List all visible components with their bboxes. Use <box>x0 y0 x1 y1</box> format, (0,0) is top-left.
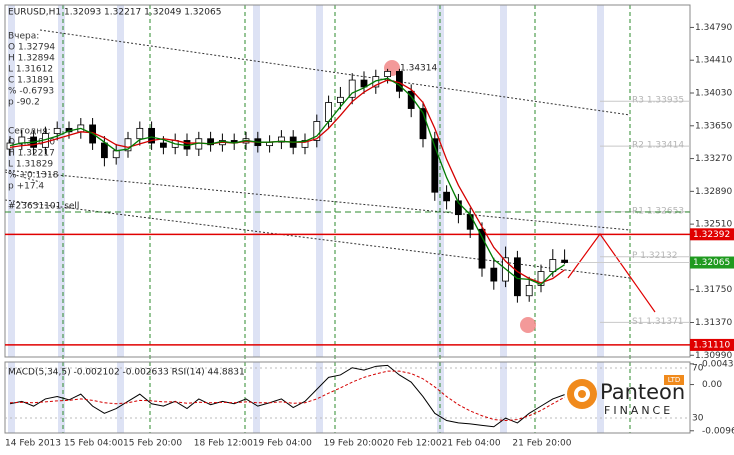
candle-body <box>466 214 474 230</box>
x-tick-label: 19 Feb 04:00 <box>253 439 312 449</box>
x-tick-label: 19 Feb 20:00 <box>324 439 383 449</box>
chart-title: EURUSD,H1 1.32093 1.32217 1.32049 1.3206… <box>8 8 221 18</box>
x-tick-label: 18 Feb 12:00 <box>194 439 253 449</box>
pivot-label: R3 1.33935 <box>632 96 684 106</box>
level-label: 1.32392 <box>693 230 730 240</box>
logo: Panteon FINANCE LTD <box>567 375 685 417</box>
info-today: p +17.4 <box>8 182 44 192</box>
candle-body <box>525 284 533 297</box>
current-price-box <box>690 256 734 269</box>
pivot-label: R1 1.32653 <box>632 206 684 216</box>
day-separators <box>62 5 631 433</box>
candle-body <box>478 228 486 269</box>
pivot-label: R2 1.33414 <box>632 141 684 151</box>
candle-body <box>313 121 321 141</box>
moving-average <box>9 77 565 286</box>
current-price-label: 1.32065 <box>693 258 730 268</box>
candle-body <box>431 138 439 193</box>
info-today: H 1.32217 <box>8 149 55 159</box>
indicator-tick-label: 0.004318 <box>702 359 734 369</box>
level-label: 1.31110 <box>693 340 730 350</box>
candle-body <box>53 127 61 134</box>
x-tick-label: 21 Feb 20:00 <box>512 439 571 449</box>
info-yesterday: Вчера: <box>8 32 39 42</box>
candle-body <box>124 138 132 152</box>
level-box <box>690 338 734 351</box>
candle-body <box>384 71 392 78</box>
candle-body <box>372 76 380 88</box>
indicator-tick-label: 0.00 <box>702 380 722 390</box>
main-panel-frame <box>4 4 691 358</box>
x-tick-label: 14 Feb 2013 <box>5 439 61 449</box>
low-marker <box>520 317 536 333</box>
indicator-panel-frame <box>4 361 691 434</box>
info-yesterday: C 1.31891 <box>8 76 54 86</box>
info-today: L 1.31829 <box>8 160 53 170</box>
logo-name: Panteon <box>600 380 685 404</box>
y-tick-label: 1.30990 <box>695 351 732 361</box>
y-tick-label: 1.31750 <box>695 285 732 295</box>
candle-body <box>6 142 14 150</box>
candle-body <box>490 267 498 282</box>
pivot-label: P 1.32132 <box>632 251 678 261</box>
trend-lines <box>4 29 631 279</box>
info-yesterday: % -0.6793 <box>8 87 54 97</box>
candle-body <box>549 259 557 272</box>
x-tick-label: 15 Feb 20:00 <box>123 439 182 449</box>
info-yesterday: O 1.32794 <box>8 43 55 53</box>
logo-sub: FINANCE <box>604 404 673 417</box>
candle-body <box>136 127 144 140</box>
candle-body <box>207 138 215 146</box>
info-yesterday: L 1.31612 <box>8 65 53 75</box>
indicator-line <box>9 370 565 422</box>
y-tick-label: 1.34030 <box>695 89 732 99</box>
logo-badge: LTD <box>668 376 681 384</box>
candle-body <box>561 259 568 263</box>
candle-body <box>336 96 344 103</box>
x-tick-label: 20 Feb 12:00 <box>383 439 442 449</box>
order-label: #23631101 sell <box>8 202 79 212</box>
candle-body <box>348 79 356 98</box>
x-tick-label: 21 Feb 04:00 <box>442 439 501 449</box>
candle-body <box>112 150 120 159</box>
candle-body <box>159 142 167 148</box>
candle-body <box>537 271 545 286</box>
y-tick-label: 1.34790 <box>695 23 732 33</box>
indicator-line <box>9 364 565 428</box>
info-today: % +0.1318 <box>8 171 59 181</box>
info-yesterday: H 1.32894 <box>8 54 55 64</box>
rsi-tick-label: 70 <box>692 364 704 374</box>
info-yesterday: p -90.2 <box>8 98 40 108</box>
candle-body <box>277 136 285 143</box>
candle-body <box>454 200 462 216</box>
indicator-title: MACD(5,34,5) -0.002102 -0.002633 RSI(14)… <box>8 368 245 378</box>
y-tick-label: 1.32890 <box>695 187 732 197</box>
candle-body <box>395 71 403 92</box>
peak-label: 1.34314 <box>400 64 437 74</box>
candle-body <box>360 79 368 88</box>
pivot-label: S1 1.31371 <box>632 317 684 327</box>
candle-body <box>419 108 427 140</box>
y-tick-label: 1.32510 <box>695 220 732 230</box>
y-tick-label: 1.33270 <box>695 154 732 164</box>
y-tick-label: 1.31370 <box>695 318 732 328</box>
level-box <box>690 228 734 241</box>
y-tick-label: 1.33650 <box>695 121 732 131</box>
candle-body <box>443 191 451 202</box>
indicator-tick-label: -0.009638 <box>702 426 734 436</box>
candle-body <box>148 127 156 144</box>
candle-body <box>18 136 26 144</box>
rsi-tick-label: 30 <box>692 414 704 424</box>
candle-body <box>301 140 309 148</box>
candle-body <box>101 142 108 159</box>
y-tick-label: 1.34410 <box>695 56 732 66</box>
info-today: Сегодня: <box>8 127 51 137</box>
x-tick-label: 15 Feb 04:00 <box>64 439 123 449</box>
